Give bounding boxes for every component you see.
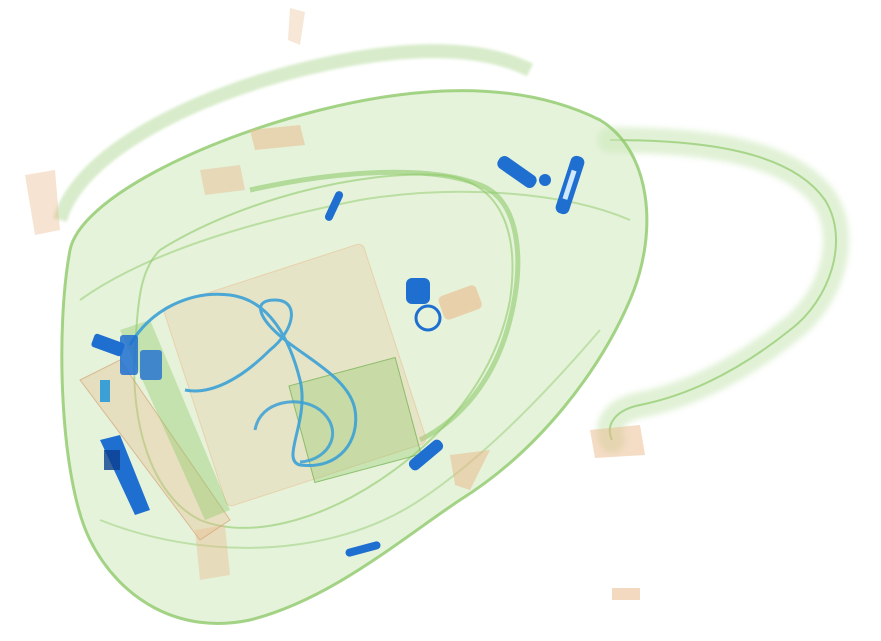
zipper-pull [408,439,444,471]
backpack-seam-lower [99,329,601,549]
organic-fragment [590,425,645,458]
zipper-pull [345,541,381,557]
zipper-pull [324,191,344,221]
backpack-seam [79,190,631,301]
backpack-strap-edge [608,139,838,441]
organic-fragment [288,8,305,45]
zipper-pull [555,155,585,215]
backpack-front-pocket [249,169,521,443]
organic-fragment [250,125,305,150]
connector-cluster [91,333,162,402]
organic-fragment [612,588,640,600]
tag-item [438,285,482,320]
organic-fragment [450,450,490,490]
backpack-top-handle [53,44,534,223]
zipper-pull-left [100,435,150,515]
cable [253,400,334,464]
zipper-pull [497,156,551,188]
organic-fragment [200,165,245,195]
organic-fragment [25,170,60,235]
key-ring [406,278,442,332]
device-edge [79,359,231,541]
book-shape [163,243,427,507]
cable [128,292,358,468]
organic-fragment [195,525,230,580]
